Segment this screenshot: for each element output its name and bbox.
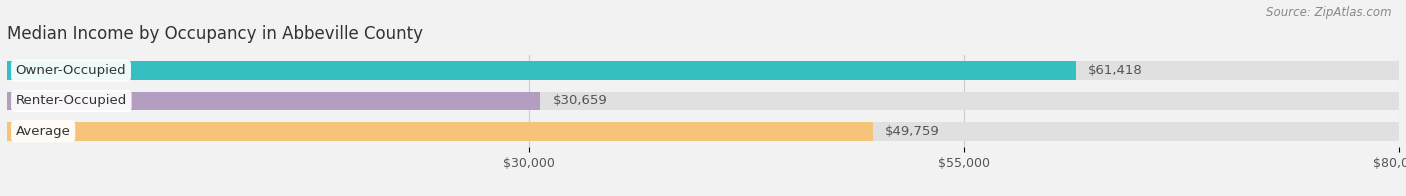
Bar [7, 61, 1076, 80]
Text: Source: ZipAtlas.com: Source: ZipAtlas.com [1267, 6, 1392, 19]
Text: Median Income by Occupancy in Abbeville County: Median Income by Occupancy in Abbeville … [7, 25, 423, 43]
Text: Renter-Occupied: Renter-Occupied [15, 94, 127, 107]
Bar [7, 122, 873, 141]
Bar [7, 92, 1399, 110]
Bar [7, 122, 1399, 141]
Text: Average: Average [15, 125, 70, 138]
Text: $61,418: $61,418 [1088, 64, 1143, 77]
Text: $30,659: $30,659 [553, 94, 607, 107]
Text: $49,759: $49,759 [884, 125, 939, 138]
Text: Owner-Occupied: Owner-Occupied [15, 64, 127, 77]
Bar [7, 92, 540, 110]
Bar [7, 61, 1399, 80]
